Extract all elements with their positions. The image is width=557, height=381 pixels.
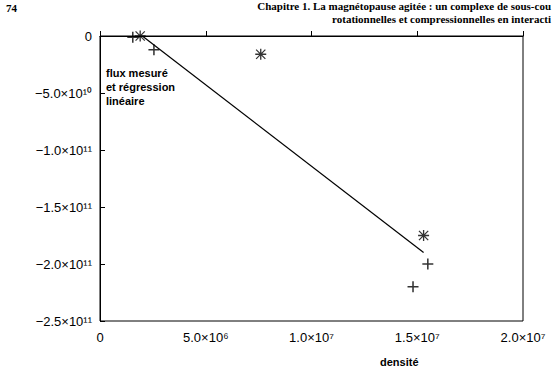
svg-text:et régression: et régression: [106, 81, 175, 93]
html-text:74: 74: [6, 2, 17, 14]
svg-text:−5.0×10¹⁰: −5.0×10¹⁰: [35, 86, 92, 101]
svg-text:2.0×10⁷: 2.0×10⁷: [501, 330, 546, 345]
svg-text:−2.5×10¹¹: −2.5×10¹¹: [36, 314, 93, 329]
svg-text:0: 0: [96, 330, 103, 345]
html-text:Chapitre 1. La magnétopause ag: Chapitre 1. La magnétopause agitée : un …: [257, 0, 551, 12]
svg-text:5.0×10⁶: 5.0×10⁶: [183, 330, 228, 345]
svg-text:−1.0×10¹¹: −1.0×10¹¹: [36, 143, 93, 158]
svg-text:−2.0×10¹¹: −2.0×10¹¹: [36, 257, 93, 272]
svg-text:1.0×10⁷: 1.0×10⁷: [289, 330, 334, 345]
svg-text:linéaire: linéaire: [106, 95, 145, 107]
svg-text:0: 0: [85, 29, 92, 44]
svg-text:1.5×10⁷: 1.5×10⁷: [395, 330, 440, 345]
svg-text:densité: densité: [380, 356, 419, 368]
html-text:rotationnelles et compressionn: rotationnelles et compressionnelles en i…: [332, 13, 551, 25]
svg-text:−1.5×10¹¹: −1.5×10¹¹: [36, 200, 93, 215]
svg-text:flux mesuré: flux mesuré: [106, 67, 168, 79]
